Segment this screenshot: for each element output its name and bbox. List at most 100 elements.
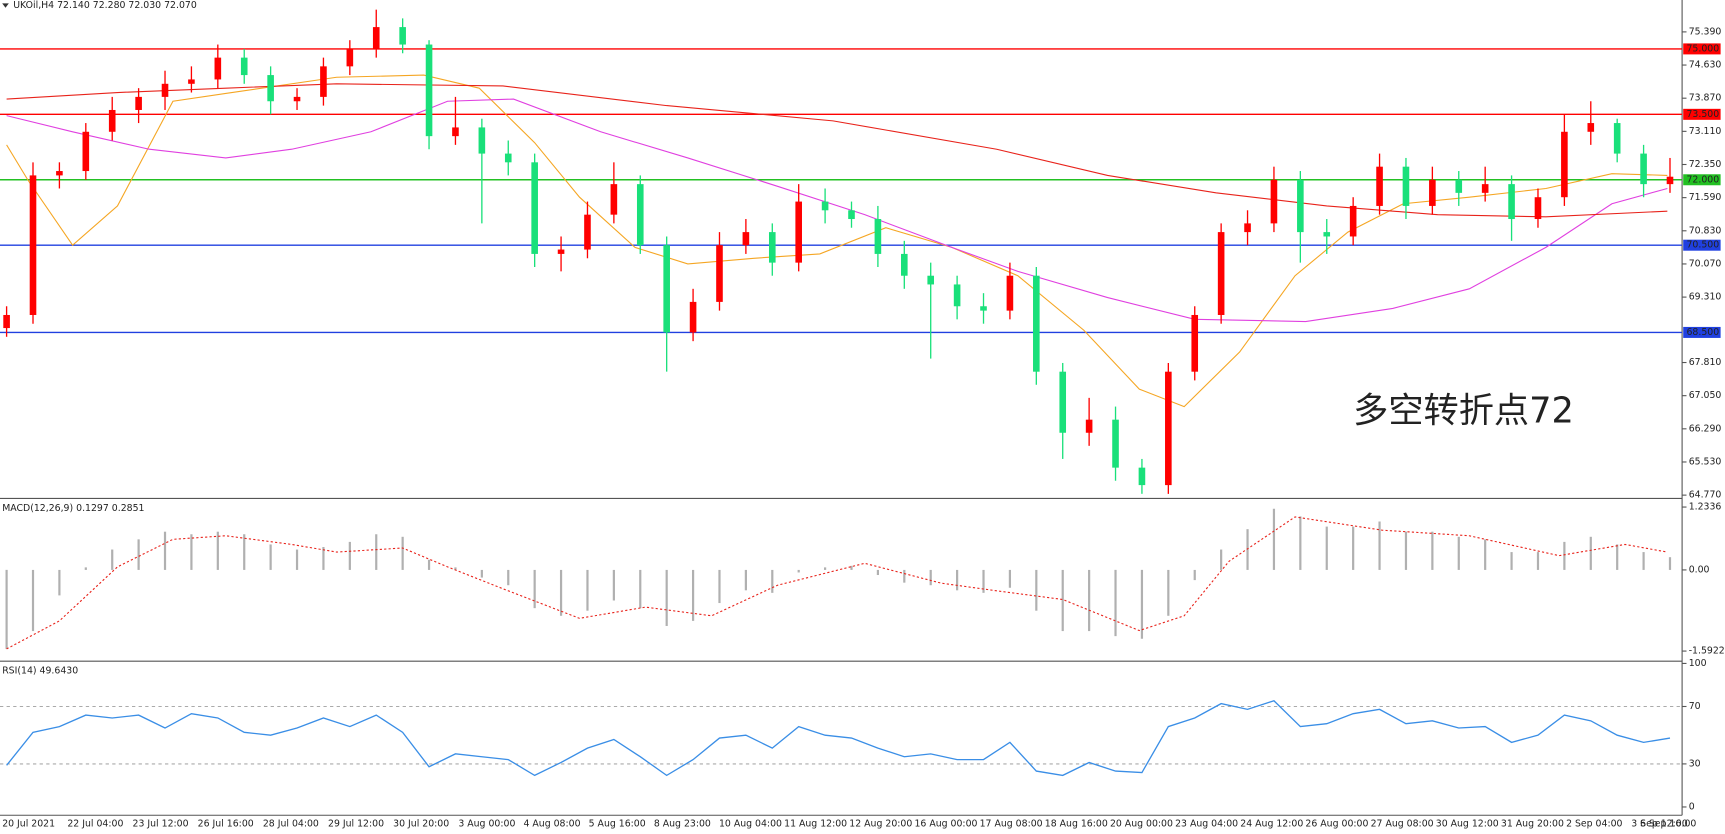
candle-body [1455,179,1463,193]
y-tick-label: 74.630 [1689,60,1722,71]
candle-body [1429,179,1436,206]
candle-body [135,96,142,110]
level-tag [1683,174,1721,186]
candle-body [1402,166,1410,206]
candle-body [689,301,697,333]
candle-body [267,75,274,102]
x-tick-label: 16 Aug 00:00 [914,819,977,830]
candle-body [29,175,37,315]
candle-body [1481,184,1489,193]
candle-body [1112,419,1119,468]
candle-body [901,253,908,276]
x-tick-label: 20 Aug 00:00 [1110,819,1173,830]
x-tick-label: 28 Jul 04:00 [263,819,319,830]
candle-body [425,44,433,137]
candle-body [716,245,723,302]
level-label: 75.000 [1686,43,1719,54]
candle-body [1640,153,1647,185]
candle-body [636,184,644,246]
x-tick-label: 18 Aug 16:00 [1045,819,1108,830]
candle-body [1138,467,1146,486]
candle-body [531,162,538,254]
y-tick-label: 64.770 [1689,490,1722,501]
x-tick-label: 29 Jul 12:00 [328,819,384,830]
x-tick-label: 2 Sep 04:00 [1566,819,1622,830]
y-tick-label: 67.050 [1689,390,1722,401]
candle-body [1534,197,1542,220]
candle-body [161,83,169,97]
y-tick-label: 73.870 [1689,93,1722,104]
moving-average [6,74,1668,408]
candle-body [1323,232,1331,237]
candle-body [452,127,459,137]
candle-body [1376,166,1383,206]
y-tick-label: 71.590 [1689,192,1722,203]
x-tick-label: 30 Aug 12:00 [1436,819,1499,830]
rsi-line [6,699,1671,777]
level-label: 73.500 [1686,109,1719,120]
candle-body [768,232,776,263]
candle-body [795,201,802,263]
candle-body [82,131,90,172]
candle-body [848,210,855,220]
candle-body [610,184,618,215]
x-tick-label: 17 Aug 08:00 [980,819,1043,830]
candle-body [240,57,248,76]
candle-body [557,249,565,254]
y-tick-label: 66.290 [1689,423,1722,434]
x-tick-label: 26 Aug 00:00 [1305,819,1368,830]
y-tick-label: 0.00 [1689,564,1710,575]
candle-body [927,275,935,285]
candle-body [478,127,486,154]
annotation: 多空转折点72 [1353,391,1574,432]
candle-body [1059,371,1067,433]
moving-average [6,83,1668,218]
candle-body [821,201,829,211]
candle-body [584,214,591,250]
candle-body [372,27,380,49]
x-tick-label: 5 Aug 16:00 [589,819,646,830]
signal-line [6,516,1668,650]
x-tick-label: 10 Aug 04:00 [719,819,782,830]
x-tick-label: 8 Aug 23:00 [654,819,711,830]
candle-body [56,171,63,176]
x-tick-label: 12 Aug 20:00 [849,819,912,830]
y-tick-label: -1.5922 [1689,646,1725,657]
candle-body [1666,176,1674,185]
x-tick-label: 31 Aug 20:00 [1501,819,1564,830]
candle-body [1587,123,1595,132]
y-tick-label: 65.530 [1689,456,1722,467]
candle-body [874,219,882,254]
x-tick-label: 3 Sep 12:00 [1631,819,1687,830]
y-tick-label: 72.350 [1689,159,1722,170]
level-tag [1683,326,1721,338]
candle-body [1191,314,1199,372]
y-tick-label: 70.070 [1689,258,1722,269]
x-tick-label: 27 Aug 08:00 [1371,819,1434,830]
candle-body [980,306,987,311]
candle-body [1561,131,1568,198]
level-tag [1683,239,1721,251]
x-tick-label: 23 Jul 12:00 [133,819,189,830]
candle-body [1244,223,1251,233]
candle-body [108,109,116,132]
candle-body [1165,371,1172,486]
x-tick-label: 3 Aug 00:00 [458,819,515,830]
y-tick-label: 67.810 [1689,357,1722,368]
y-tick-label: 70 [1689,701,1701,712]
candle-body [953,284,961,307]
candle-body [293,96,301,102]
candle-body [1006,275,1014,311]
y-tick-label: 69.310 [1689,292,1722,303]
candle-body [1270,179,1278,224]
rsi-title: RSI(14) 49.6430 [2,666,78,677]
y-tick-label: 0 [1689,801,1695,812]
level-tag [1683,43,1721,55]
candle-body [346,48,354,67]
x-tick-label: 30 Jul 20:00 [393,819,449,830]
x-tick-label: 6 Sep 16:00 [1640,819,1696,830]
level-label: 70.500 [1686,240,1719,251]
y-tick-label: 100 [1689,658,1707,669]
